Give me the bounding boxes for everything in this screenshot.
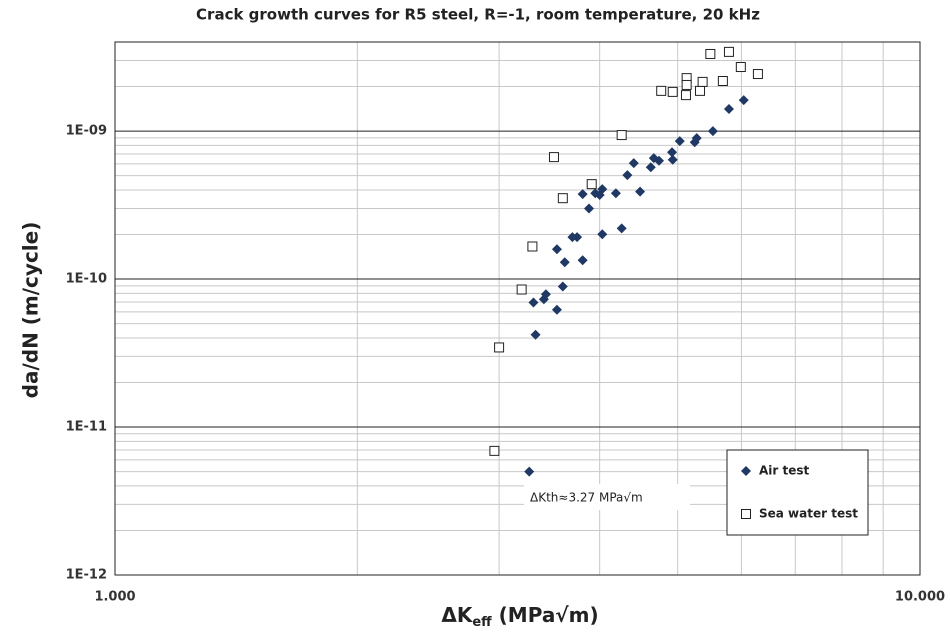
data-point — [577, 189, 588, 200]
x-tick-label: 10.000 — [895, 590, 945, 605]
data-point — [717, 76, 728, 87]
legend-box — [726, 449, 869, 536]
data-point — [597, 229, 608, 240]
data-point — [667, 86, 678, 97]
legend-label: Air test — [759, 464, 810, 478]
data-point — [752, 69, 763, 80]
data-point — [622, 170, 633, 181]
annotation-box — [524, 484, 690, 510]
data-point — [691, 133, 702, 144]
data-point — [494, 342, 505, 353]
data-point — [557, 193, 568, 204]
annotation: ΔKth≈3.27 MPa√m — [530, 491, 643, 505]
data-point — [572, 232, 583, 243]
y-tick-label: 1E-09 — [66, 124, 107, 139]
data-point — [524, 466, 535, 477]
data-point — [551, 244, 562, 255]
data-point — [586, 179, 597, 190]
data-point — [540, 289, 551, 300]
legend-label: Sea water test — [759, 507, 858, 521]
data-point — [707, 126, 718, 137]
x-label-main: ΔK — [441, 603, 473, 627]
data-point — [577, 255, 588, 266]
data-point — [551, 304, 562, 315]
data-point — [735, 62, 746, 73]
data-point — [723, 46, 734, 57]
y-tick-label: 1E-11 — [66, 420, 107, 435]
data-point — [616, 130, 627, 141]
x-tick-label: 1.000 — [94, 590, 135, 605]
data-point — [697, 76, 708, 87]
data-point — [527, 241, 538, 252]
y-axis-label: da/dN (m/cycle) — [19, 222, 43, 399]
data-point — [528, 297, 539, 308]
data-point — [616, 223, 627, 234]
data-point — [723, 104, 734, 115]
data-point — [557, 281, 568, 292]
data-point — [667, 147, 678, 158]
data-point — [584, 203, 595, 214]
data-point — [654, 155, 665, 166]
data-point — [559, 257, 570, 268]
data-point — [680, 90, 691, 101]
x-label-rest: (MPa√m) — [492, 603, 599, 627]
x-axis-label: ΔKeff (MPa√m) — [441, 603, 598, 630]
data-point — [674, 136, 685, 147]
y-tick-label: 1E-12 — [66, 568, 107, 583]
data-point — [695, 85, 706, 96]
data-point — [530, 329, 541, 340]
x-label-sub: eff — [472, 615, 492, 630]
data-point — [667, 154, 678, 165]
data-point — [635, 186, 646, 197]
data-point — [628, 158, 639, 169]
data-point — [610, 188, 621, 199]
data-point — [656, 85, 667, 96]
data-point — [645, 162, 656, 173]
y-tick-label: 1E-10 — [66, 272, 107, 287]
data-point — [741, 466, 751, 476]
data-point — [548, 152, 559, 163]
data-point — [681, 79, 692, 90]
chart-title: Crack growth curves for R5 steel, R=-1, … — [196, 6, 760, 24]
data-point — [516, 284, 527, 295]
data-point — [594, 189, 605, 200]
data-point — [489, 445, 500, 456]
plot-frame — [114, 41, 921, 576]
data-point — [741, 509, 751, 519]
data-point — [738, 95, 749, 106]
data-point — [705, 48, 716, 59]
